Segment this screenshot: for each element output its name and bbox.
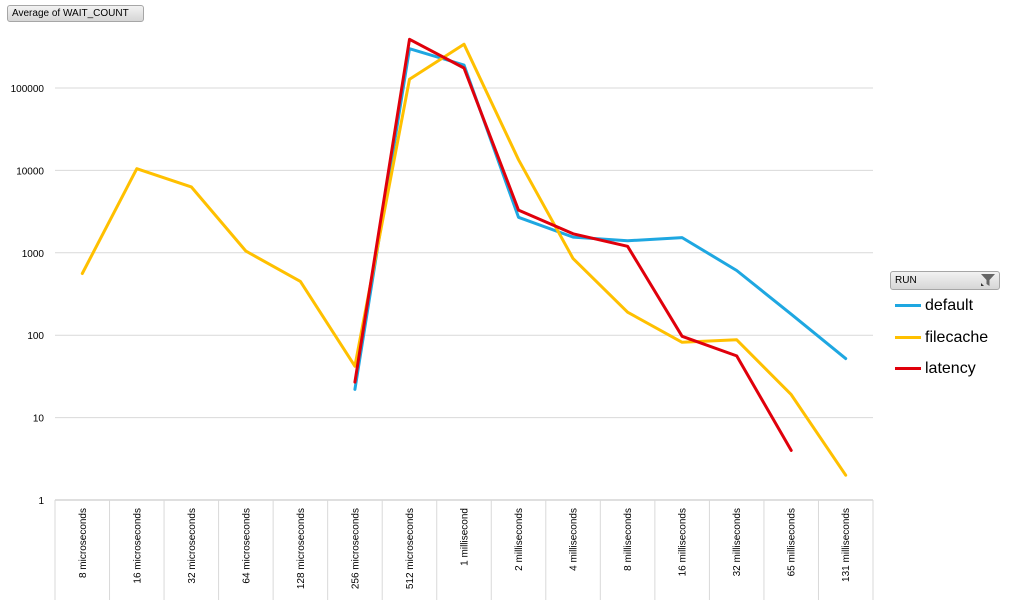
y-axis-ticks: 1 10 100 1000 10000 100000 <box>11 84 45 507</box>
y-tick-label: 10000 <box>16 166 44 177</box>
gridlines <box>55 87 873 501</box>
legend-swatch-filecache <box>895 336 921 339</box>
series-line-filecache <box>80 42 848 477</box>
series-line-latency <box>353 37 793 452</box>
y-tick-label: 100 <box>27 331 44 342</box>
series-line-default <box>353 47 848 391</box>
x-tick-label: 64 microseconds <box>241 508 252 584</box>
legend-item-filecache[interactable]: filecache <box>893 328 1008 348</box>
x-tick-label: 131 milliseconds <box>841 508 852 582</box>
series-lines <box>80 37 848 477</box>
y-tick-label: 1 <box>38 496 44 507</box>
x-tick-label: 32 microseconds <box>187 508 198 584</box>
y-tick-label: 1000 <box>22 249 45 260</box>
y-tick-label: 100000 <box>11 84 45 95</box>
legend-label-filecache: filecache <box>925 329 989 346</box>
legend-title: RUN <box>895 275 917 286</box>
x-tick-label: 256 microseconds <box>350 508 361 589</box>
legend-run-filter-button[interactable]: RUN <box>890 271 1000 290</box>
x-tick-label: 32 milliseconds <box>732 508 743 576</box>
legend-swatch-latency <box>895 367 921 370</box>
x-tick-label: 1 millisecond <box>460 508 471 566</box>
legend-item-latency[interactable]: latency <box>893 359 1008 379</box>
legend-label-default: default <box>925 297 974 314</box>
x-tick-label: 8 microseconds <box>78 508 89 578</box>
y-tick-label: 10 <box>33 414 45 425</box>
x-tick-label: 128 microseconds <box>296 508 307 589</box>
value-field-label: Average of WAIT_COUNT <box>12 8 129 19</box>
legend-swatch-default <box>895 304 921 307</box>
x-tick-label: 16 milliseconds <box>678 508 689 576</box>
filter-icon <box>981 274 995 286</box>
legend-label-latency: latency <box>925 360 976 377</box>
x-tick-label: 16 microseconds <box>132 508 143 584</box>
value-field-button[interactable]: Average of WAIT_COUNT <box>7 5 144 22</box>
x-tick-label: 512 microseconds <box>405 508 416 589</box>
x-tick-label: 2 milliseconds <box>514 508 525 571</box>
x-tick-label: 8 milliseconds <box>623 508 634 571</box>
x-tick-label: 4 milliseconds <box>569 508 580 571</box>
x-axis: 8 microseconds 16 microseconds 32 microsec… <box>54 499 874 600</box>
legend-item-default[interactable]: default <box>893 296 1008 316</box>
x-tick-label: 65 milliseconds <box>787 508 798 576</box>
